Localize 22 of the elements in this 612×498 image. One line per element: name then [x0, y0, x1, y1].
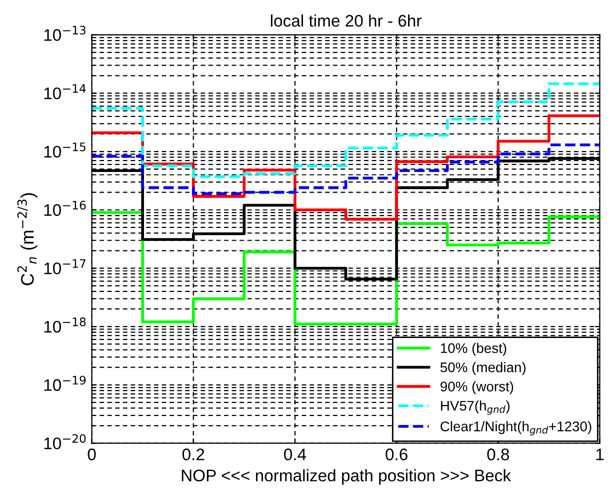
y-tick-label: 10$^{−17}$ [44, 259, 86, 274]
legend-label: HV57(h$_{gnd}$) [441, 400, 510, 415]
x-tick-label: 0.4 [284, 448, 306, 460]
legend-label: Clear1/Night(h$_{gnd}$+1230) [440, 421, 592, 436]
y-axis-title: C$^{2}$$_{n}$ (m$^{−2/3}$) [17, 193, 38, 286]
y-tick-label: 10$^{−18}$ [44, 317, 86, 333]
legend-label: 50% (median) [440, 362, 526, 375]
chart-title: local time 20 hr - 6hr [270, 14, 422, 27]
x-tick-label: 0 [88, 448, 96, 460]
y-tick-label: 10$^{−16}$ [44, 200, 86, 216]
x-axis-title: NOP <<< normalized path position >>> Beck [182, 469, 512, 485]
y-tick-label: 10$^{−20}$ [44, 434, 86, 450]
y-tick-label: 10$^{−14}$ [44, 84, 86, 100]
y-tick-label: 10$^{−13}$ [44, 26, 86, 41]
x-tick-label: 1 [596, 448, 604, 460]
x-tick-label: 0.8 [487, 448, 510, 460]
legend-label: 90% (worst) [440, 381, 514, 394]
y-tick-label: 10$^{−19}$ [44, 376, 86, 391]
x-tick-label: 0.2 [182, 448, 204, 460]
x-tick-label: 0.6 [386, 448, 408, 460]
legend-label: 10% (best) [440, 342, 506, 356]
y-tick-label: 10$^{−15}$ [44, 142, 86, 158]
